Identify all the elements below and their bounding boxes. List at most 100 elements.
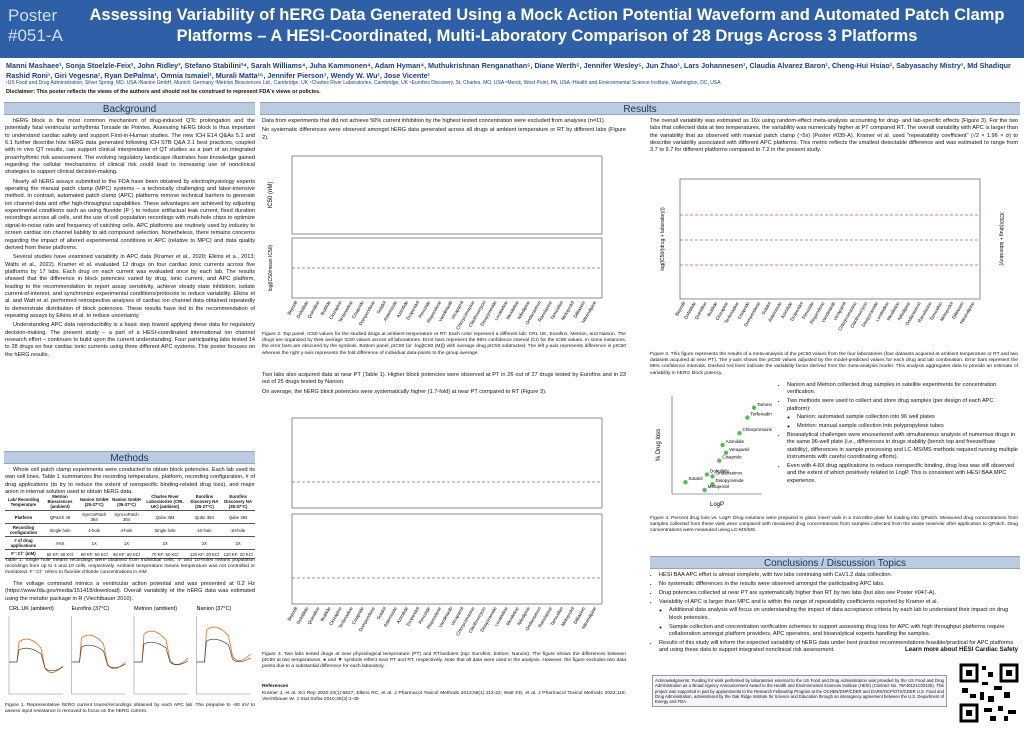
table-header: Lab/ Recording Temperature <box>5 493 42 511</box>
data-point <box>745 415 750 420</box>
disclaimer: Disclaimer: This poster reflects the vie… <box>6 89 321 95</box>
caption: Figure 1. Representative hERG current tr… <box>5 703 255 715</box>
paragraph: No systematic differences were observed … <box>262 127 626 141</box>
table-row: F⁻:Cl⁻ (mM) 60 KF: 60 KCl 60 KF: 60 KCl 60 … <box>5 549 255 559</box>
trace <box>196 638 251 663</box>
bullet: No systematic differences in the results… <box>659 581 1018 588</box>
panel-title: Nanion (37°C) <box>197 606 232 612</box>
axis-label: IC50/(drug + laboratory) <box>998 212 1004 266</box>
data-point <box>710 482 715 487</box>
data-point <box>683 480 688 485</box>
acknowledgement: Acknowledgments: Funding for work perfor… <box>652 675 947 708</box>
bullet: Bioanalytical challenges were encountere… <box>787 432 1018 461</box>
table-cell: Single hole <box>142 523 188 537</box>
table-wrap: Lab/ Recording Temperature Metrion Biosci… <box>5 493 255 559</box>
paragraph: The voltage command mimics a ventricular… <box>5 581 255 602</box>
title: Assessing Variability of hERG Data Gener… <box>89 6 1005 45</box>
table-header: Eurofins Discovery NA (25-27°C) <box>187 493 222 511</box>
axis-label: % Drug loss <box>656 429 662 461</box>
caption: Table 1. Single hole means recordings we… <box>5 558 255 576</box>
paragraph: hERG block is the most common mechanism … <box>5 118 255 176</box>
paragraph: Understanding APC data reproducibility i… <box>5 322 255 358</box>
point-label: Disopyramide <box>716 478 745 483</box>
table-cell: 60 KF: 60 KCl <box>78 549 111 559</box>
point-label: Dofetilide <box>710 468 730 473</box>
drug-label: Sotalol <box>761 301 772 316</box>
data-point <box>723 450 729 456</box>
bullet-list: Nanion and Metrion collected drug sample… <box>778 382 1018 485</box>
data-point <box>751 405 757 410</box>
badge: Poster #051-A <box>8 6 63 46</box>
table-cell: 70 KF: 50 KCl <box>142 549 188 559</box>
learn-more: Learn more about HESI Cardiac Safety <box>905 646 1019 653</box>
table-cell: 4-6X <box>41 536 79 550</box>
results-text: Two labs also acquired data at near PT (… <box>262 372 626 398</box>
methods-text: The voltage command mimics a ventricular… <box>5 581 255 605</box>
bullet: Nanion: automated sample collection into… <box>797 414 1018 421</box>
trace <box>71 634 126 669</box>
table-cell: 10-hole <box>221 523 255 537</box>
panel-title: CRL UK (ambient) <box>9 606 54 612</box>
affiliations: ¹US Food and Drug Administration, Silver… <box>6 80 721 86</box>
bullet: Metrion: manual sample collection into p… <box>797 423 1018 430</box>
table-header: Metrion Biosciences (ambient) <box>41 493 79 511</box>
drug-label: Bepridil <box>286 606 298 622</box>
drug-label: Bepridil <box>286 300 298 316</box>
figure-3-meta: log(IC50/(drug + laboratory)) IC50/(drug … <box>660 178 1004 332</box>
caption: Figure 4. Percent drug loss vs. LogP. Dr… <box>650 516 1018 534</box>
background-text: hERG block is the most common mechanism … <box>5 118 255 361</box>
bullet-list: HESI BAA APC effort is almost complete, … <box>650 572 1018 654</box>
table-row: # of drug applications 4-6X 1X 1X 2X 2X 2X <box>5 536 255 550</box>
references: Kramer J, et al. Sci Rep 2020;10(1):5627… <box>262 691 626 703</box>
table-cell: 1X <box>110 536 143 550</box>
qr-code[interactable] <box>958 662 1020 724</box>
table-cell: SyncroPatch 384 <box>78 510 111 524</box>
table-cell: 4-hole <box>78 523 111 537</box>
point-label: Tamoxifen <box>757 402 772 407</box>
table-cell: Recording configuration <box>5 523 42 537</box>
paragraph: Nearly all hERG assays submitted to the … <box>5 178 255 251</box>
data-point <box>702 487 707 493</box>
methods-table: Lab/ Recording Temperature Metrion Biosci… <box>5 493 255 559</box>
bullet: Additional data analysis will focus on u… <box>669 607 1018 622</box>
axis <box>671 396 762 495</box>
data-point <box>710 474 715 479</box>
axis <box>71 616 126 695</box>
bullet: Variability of APC is larger than MPC an… <box>659 599 1018 606</box>
data-point <box>704 472 710 477</box>
table-header: Nanion GmbH (25-27°C) <box>78 493 111 511</box>
header-band <box>0 0 1024 58</box>
trace <box>9 647 64 672</box>
paragraph: Whole cell patch clamp experiments were … <box>5 467 255 496</box>
point-label: Metoprolol <box>708 484 729 489</box>
table-cell: F⁻:Cl⁻ (mM) <box>5 549 42 559</box>
bullet: Even with 4-8X drug applications to redu… <box>787 463 1018 485</box>
table-cell: 4-hole <box>110 523 143 537</box>
table-cell: 2X <box>221 536 255 550</box>
section-heading: Background <box>4 102 255 115</box>
table-cell: Single hole <box>41 523 79 537</box>
badge-line: Poster <box>8 6 58 25</box>
trace <box>134 630 189 665</box>
axis <box>196 616 251 695</box>
references-heading: References <box>262 684 289 689</box>
paragraph: The overall variability was estimated as… <box>650 118 1018 154</box>
results-text: The overall variability was estimated as… <box>650 118 1018 157</box>
plot-frame <box>291 513 603 605</box>
trace <box>71 644 126 669</box>
table-row: Lab/ Recording Temperature Metrion Biosci… <box>5 493 255 511</box>
trace <box>134 641 189 666</box>
table-row: Recording configuration Single hole 4-hole… <box>5 523 255 537</box>
table-cell: 60 KF: 60 KCl <box>41 549 79 559</box>
bullets: Nanion and Metrion collected drug sample… <box>778 382 1018 486</box>
table-cell: 60 KF: 60 KCl <box>110 549 143 559</box>
table-cell: 10-hole <box>187 523 222 537</box>
table-header: Nanion GmbH (35-37°C) <box>110 493 143 511</box>
bullet: Results of this study will inform the ex… <box>659 640 1018 655</box>
table-header: Charles River Laboratories (CRL UK) (amb… <box>142 493 188 511</box>
point-label: Chlorpromazine <box>743 427 773 432</box>
bullet: Two methods were used to collect and sto… <box>787 398 1018 413</box>
panel-title: Metrion (ambient) <box>134 606 177 612</box>
caption: Figure 3. This figure represents the res… <box>650 352 1018 376</box>
